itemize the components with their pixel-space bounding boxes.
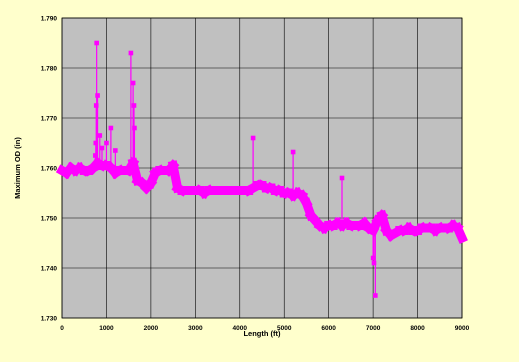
y-tick-label: 1.740 bbox=[41, 266, 58, 273]
data-points bbox=[55, 40, 468, 298]
outlier-point bbox=[108, 125, 114, 131]
x-tick-label: 6000 bbox=[321, 325, 336, 332]
y-axis-title: Maximum OD (in) bbox=[13, 137, 22, 199]
outlier-point bbox=[373, 293, 378, 298]
x-axis-title: Length (ft) bbox=[243, 329, 281, 338]
outlier-point bbox=[128, 50, 134, 56]
y-tick-label: 1.790 bbox=[41, 16, 58, 23]
outlier-point bbox=[113, 148, 118, 153]
x-tick-label: 7000 bbox=[366, 325, 381, 332]
outlier-point bbox=[99, 145, 105, 151]
outlier-point bbox=[132, 125, 137, 131]
y-tick-label: 1.770 bbox=[41, 116, 58, 123]
x-tick-label: 2000 bbox=[144, 325, 159, 332]
outlier-point bbox=[93, 153, 98, 158]
y-tick-label: 1.730 bbox=[41, 316, 58, 323]
outlier-point bbox=[371, 260, 377, 266]
outlier-point bbox=[104, 140, 109, 146]
outlier-point bbox=[94, 40, 99, 46]
x-tick-label: 3000 bbox=[188, 325, 203, 332]
x-tick-label: 0 bbox=[60, 325, 64, 332]
outlier-point bbox=[97, 133, 103, 138]
x-tick-label: 8000 bbox=[410, 325, 425, 332]
x-tick-label: 4000 bbox=[233, 325, 248, 332]
outlier-point bbox=[250, 135, 256, 141]
y-tick-label: 1.750 bbox=[41, 216, 58, 223]
y-axis-tick-labels: 1.730 1.740 1.750 1.760 1.770 1.780 1.790 bbox=[41, 16, 58, 323]
data-point bbox=[459, 235, 465, 241]
outlier-point bbox=[290, 149, 296, 155]
x-tick-label: 9000 bbox=[455, 325, 470, 332]
y-tick-label: 1.780 bbox=[41, 66, 58, 73]
outlier-point bbox=[339, 175, 345, 181]
x-tick-label: 1000 bbox=[99, 325, 114, 332]
x-axis-tick-labels: 0 1000 2000 3000 4000 5000 6000 7000 8000 9000 bbox=[60, 325, 469, 332]
x-tick-label: 5000 bbox=[277, 325, 292, 332]
outlier-point bbox=[370, 255, 376, 261]
outlier-point bbox=[131, 103, 137, 108]
outlier-point bbox=[130, 80, 136, 86]
outlier-point bbox=[93, 140, 99, 146]
y-tick-label: 1.760 bbox=[41, 166, 58, 173]
outlier-point bbox=[93, 103, 99, 108]
outlier-point bbox=[95, 93, 100, 98]
